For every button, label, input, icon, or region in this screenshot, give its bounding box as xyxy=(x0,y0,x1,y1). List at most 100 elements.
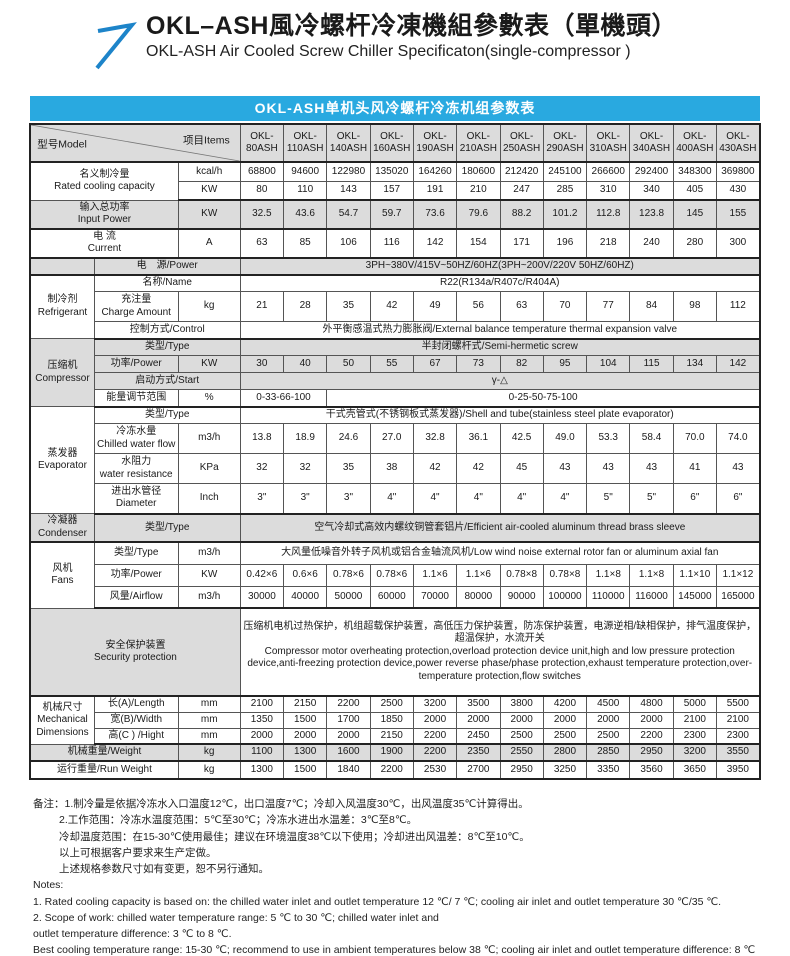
value-cell: 292400 xyxy=(629,161,674,182)
value-cell: 2000 xyxy=(499,711,544,729)
row-label-compressor-type: 类型/Type xyxy=(93,338,241,356)
value-cell: 3PH~380V/415V~50HZ/60HZ(3PH~200V/220V 50… xyxy=(239,257,761,276)
value-cell: 0.6×6 xyxy=(283,563,328,587)
value-cell: 3" xyxy=(326,483,371,515)
value-cell: 5500 xyxy=(715,695,761,713)
value-cell: 1.1×6 xyxy=(456,563,501,587)
model-header-190ash: OKL- 190ASH xyxy=(412,123,458,163)
arrow-up-right-icon xyxy=(88,16,140,72)
value-cell: 3350 xyxy=(586,760,631,780)
value-cell: 3200 xyxy=(412,695,458,713)
value-cell: 70000 xyxy=(412,585,458,609)
value-cell: 2100 xyxy=(672,711,717,729)
group-mechanical-dimensions: 机械尺寸 Mechanical Dimensions xyxy=(29,695,95,745)
value-cell: 干式壳管式(不锈钢板式蒸发器)/Shell and tube(stainless… xyxy=(239,406,761,424)
value-cell: 42 xyxy=(412,453,458,484)
row-label-width: 宽(B)/Width xyxy=(93,711,179,729)
table-row: 充注量 Charge Amount kg 21 28 35 42 49 56 63 70 77 84 98… xyxy=(30,291,761,322)
value-cell: 2000 xyxy=(629,711,674,729)
unit-cell: KW xyxy=(177,355,241,373)
model-header-110ash: OKL- 110ASH xyxy=(283,123,328,163)
value-cell: 2100 xyxy=(239,695,285,713)
title-block: OKL–ASH風冷螺杆冷凍機組參數表（單機頭） OKL-ASH Air Cool… xyxy=(146,12,677,61)
unit-cell: mm xyxy=(177,711,241,729)
value-cell: 43.6 xyxy=(283,199,328,230)
value-cell: 80 xyxy=(239,180,285,201)
table-row: 功率/Power KW 0.42×6 0.6×6 0.78×6 0.78×6 1.1×6 1.… xyxy=(30,563,761,587)
value-cell: 36.1 xyxy=(456,423,501,454)
value-cell: 2850 xyxy=(586,743,631,762)
value-cell: 5000 xyxy=(672,695,717,713)
model-header-340ash: OKL- 340ASH xyxy=(629,123,674,163)
value-cell: 112 xyxy=(715,291,761,322)
note-line: outlet temperature difference: 3 ℃ to 8 … xyxy=(33,928,232,941)
value-cell: 134 xyxy=(672,355,717,373)
unit-cell: Inch xyxy=(177,483,241,515)
row-label-charge-amount: 充注量 Charge Amount xyxy=(93,291,179,322)
value-cell: 3650 xyxy=(672,760,717,780)
table-row: 机械重量/Weight kg 1100 1300 1600 1900 2200 2350 255… xyxy=(29,743,761,762)
table-row: 启动方式/Start γ-△ xyxy=(30,372,761,390)
table-row: 风机 Fans 类型/Type m3/h 大风量低噪音外转子风机或铝合金轴流风机/Low… xyxy=(29,541,761,609)
value-cell: 2500 xyxy=(542,727,588,745)
page-header: OKL–ASH風冷螺杆冷凍機組參數表（單機頭） OKL-ASH Air Cool… xyxy=(0,0,790,72)
note-line: 1. Rated cooling capacity is based on: t… xyxy=(33,895,722,908)
table-row: 输入总功率 Input Power KW 32.5 43.6 54.7 59.7 73.6 79… xyxy=(29,199,761,230)
value-cell: 0.78×8 xyxy=(542,563,588,587)
value-cell: 68800 xyxy=(239,161,285,182)
value-cell: 2000 xyxy=(283,727,328,745)
security-protection-text: 压缩机电机过热保护，机组超载保护装置，高低压力保护装置，防冻保护装置，电源逆相/… xyxy=(239,607,761,697)
value-cell: 1.1×8 xyxy=(629,563,674,587)
row-label-energy-regulation: 能量调节范围 xyxy=(93,389,179,408)
row-label-airflow: 风量/Airflow xyxy=(93,585,179,609)
unit-cell: kcal/h xyxy=(177,161,241,182)
value-cell: 1900 xyxy=(369,743,414,762)
row-label-current: 电 流 Current xyxy=(29,228,179,259)
table-row: 压缩机 Compressor 类型/Type 半封闭螺杆式/Semi-hermetic… xyxy=(29,338,761,407)
value-cell: 53.3 xyxy=(586,423,631,454)
value-cell: 4" xyxy=(542,483,588,515)
value-cell: 73.6 xyxy=(412,199,458,230)
value-cell: 191 xyxy=(412,180,458,201)
value-cell: 2100 xyxy=(715,711,761,729)
value-cell: 180600 xyxy=(456,161,501,182)
value-cell: 2300 xyxy=(715,727,761,745)
row-label-height: 高(C ) /Hight xyxy=(93,727,179,745)
value-cell: 1.1×12 xyxy=(715,563,761,587)
value-cell: 2200 xyxy=(629,727,674,745)
value-cell: 2950 xyxy=(629,743,674,762)
value-cell: 70 xyxy=(542,291,588,322)
value-cell: 63 xyxy=(239,228,285,259)
value-cell: 63 xyxy=(499,291,544,322)
value-cell: 1840 xyxy=(326,760,371,780)
value-cell: 2800 xyxy=(542,743,588,762)
value-cell: 145 xyxy=(672,199,717,230)
table-row: 能量调节范围% 0-33-66-100 0-25-50-75-100 xyxy=(30,389,761,408)
note-line: 备注：1.制冷量是依据冷冻水入口温度12℃，出口温度7℃；冷却入风温度30℃，出… xyxy=(33,798,529,810)
value-cell: 2530 xyxy=(412,760,458,780)
value-cell: 280 xyxy=(672,228,717,259)
row-label-power-supply: 电 源/Power xyxy=(93,257,241,276)
value-cell: 40000 xyxy=(283,585,328,609)
value-cell: 2000 xyxy=(542,711,588,729)
row-label-length: 长(A)/Length xyxy=(93,695,179,713)
value-cell: 58.4 xyxy=(629,423,674,454)
value-cell: 310 xyxy=(586,180,631,201)
value-cell: 42.5 xyxy=(499,423,544,454)
value-cell: 35 xyxy=(326,291,371,322)
value-cell: 2500 xyxy=(586,727,631,745)
value-cell: 外平衡感温式热力膨胀阀/External balance temperature… xyxy=(239,321,761,340)
value-cell: 5" xyxy=(629,483,674,515)
value-cell: 35 xyxy=(326,453,371,484)
value-cell: 142 xyxy=(412,228,458,259)
unit-cell: KW xyxy=(177,563,241,587)
value-cell: 300 xyxy=(715,228,761,259)
value-cell: 0-33-66-100 xyxy=(239,389,328,408)
note-line: 2.工作范围：冷冻水温度范围：5℃至30℃；冷冻水进出水温差：3℃至8℃。 xyxy=(59,814,418,827)
model-header-140ash: OKL- 140ASH xyxy=(326,123,371,163)
value-cell: 74.0 xyxy=(715,423,761,454)
row-label-input-power: 输入总功率 Input Power xyxy=(29,199,179,230)
row-label-refrigerant-name: 名称/Name xyxy=(93,274,241,292)
table-row: 冷凝器 Condenser 类型/Type 空气冷却式高效内螺纹铜管套铝片/Effic… xyxy=(29,513,761,543)
note-line: Best cooling temperature range: 15-30 ℃;… xyxy=(33,944,756,956)
